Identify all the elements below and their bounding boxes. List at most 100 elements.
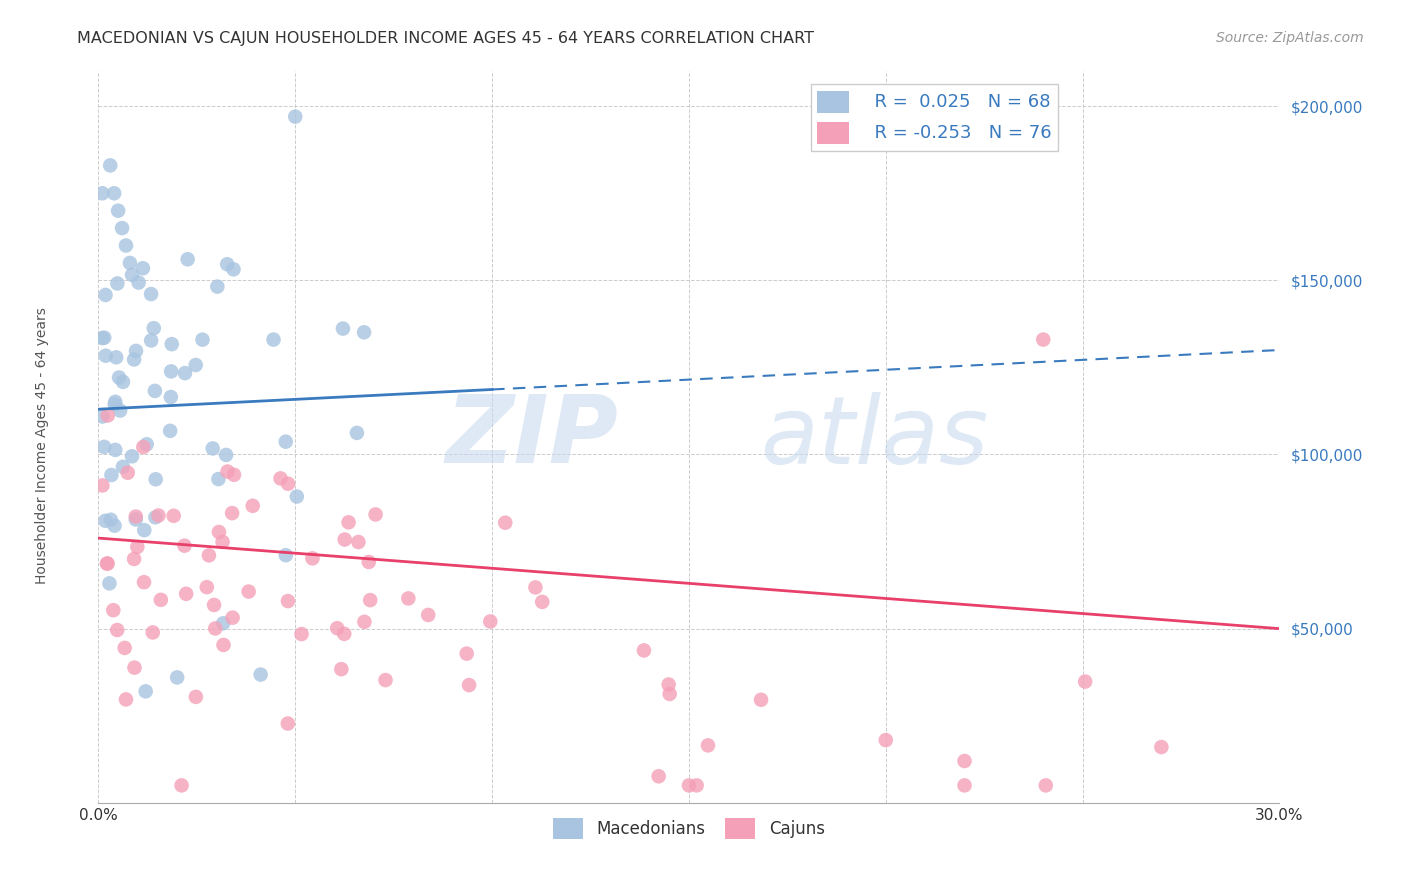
Point (524, 581, 547, 595)
Point (111, 375, 134, 389)
Point (96, 557, 118, 571)
Point (139, 287, 162, 301)
Point (132, 440, 155, 454)
Point (215, 448, 238, 462)
Point (91, 478, 114, 492)
Point (207, 279, 229, 293)
Point (238, 584, 260, 599)
Point (458, 678, 481, 692)
Point (91, 409, 114, 424)
Point (143, 384, 166, 398)
Point (141, 334, 163, 348)
Point (103, 186, 125, 201)
Point (160, 337, 183, 351)
Point (208, 524, 231, 539)
Point (207, 472, 229, 486)
Point (173, 539, 195, 553)
Point (108, 370, 131, 384)
Point (479, 615, 502, 629)
Point (221, 506, 243, 520)
Point (685, 778, 707, 792)
Point (107, 203, 129, 218)
Point (201, 442, 224, 456)
Point (121, 450, 143, 464)
Point (163, 508, 186, 523)
Point (191, 333, 214, 347)
Point (132, 575, 155, 590)
Point (174, 587, 197, 601)
Point (143, 510, 166, 524)
Point (108, 403, 131, 417)
Point (94, 288, 117, 302)
Point (1074, 674, 1097, 689)
Point (125, 512, 148, 526)
Point (647, 769, 669, 783)
Point (217, 465, 239, 479)
Point (274, 434, 297, 449)
Point (212, 638, 235, 652)
Point (222, 262, 245, 277)
Point (531, 595, 554, 609)
Point (93, 331, 115, 345)
Point (125, 509, 148, 524)
Point (195, 580, 218, 594)
Point (658, 687, 681, 701)
Point (374, 673, 396, 687)
Point (494, 516, 516, 530)
Text: Source: ZipAtlas.com: Source: ZipAtlas.com (1216, 31, 1364, 45)
Point (332, 321, 354, 335)
Point (456, 647, 478, 661)
Point (107, 277, 129, 291)
Point (170, 778, 193, 792)
Point (353, 326, 375, 340)
Point (100, 513, 122, 527)
Point (148, 508, 170, 523)
Point (117, 466, 139, 480)
Point (91, 186, 114, 201)
Text: ZIP: ZIP (446, 391, 619, 483)
Point (1032, 333, 1054, 347)
Point (127, 540, 149, 554)
Legend: Macedonians, Cajuns: Macedonians, Cajuns (547, 811, 831, 846)
Point (160, 364, 183, 378)
Point (145, 472, 167, 486)
Point (94, 514, 117, 528)
Point (330, 662, 353, 676)
Point (249, 667, 271, 681)
Point (98, 158, 121, 172)
Point (418, 607, 440, 622)
Point (697, 739, 720, 753)
Point (103, 603, 125, 617)
Point (103, 518, 125, 533)
Point (124, 660, 146, 674)
Point (204, 622, 226, 636)
Point (875, 733, 897, 747)
Point (333, 627, 356, 641)
Point (91, 331, 114, 345)
Point (105, 351, 128, 365)
Point (658, 677, 681, 691)
Point (135, 684, 157, 698)
Point (202, 598, 225, 612)
Point (212, 616, 235, 631)
Point (274, 548, 297, 562)
Point (176, 252, 198, 267)
Point (121, 268, 143, 282)
Point (285, 490, 308, 504)
Point (198, 549, 221, 563)
Point (242, 499, 264, 513)
Point (284, 110, 307, 124)
Text: atlas: atlas (759, 392, 988, 483)
Text: MACEDONIAN VS CAJUN HOUSEHOLDER INCOME AGES 45 - 64 YEARS CORRELATION CHART: MACEDONIAN VS CAJUN HOUSEHOLDER INCOME A… (77, 31, 814, 46)
Point (1035, 778, 1057, 792)
Point (301, 551, 323, 566)
Point (100, 468, 122, 483)
Point (128, 276, 150, 290)
Point (222, 467, 245, 482)
Point (221, 610, 243, 624)
Point (211, 534, 233, 549)
Point (94, 349, 117, 363)
Point (104, 394, 127, 409)
Point (347, 535, 370, 549)
Point (749, 692, 772, 706)
